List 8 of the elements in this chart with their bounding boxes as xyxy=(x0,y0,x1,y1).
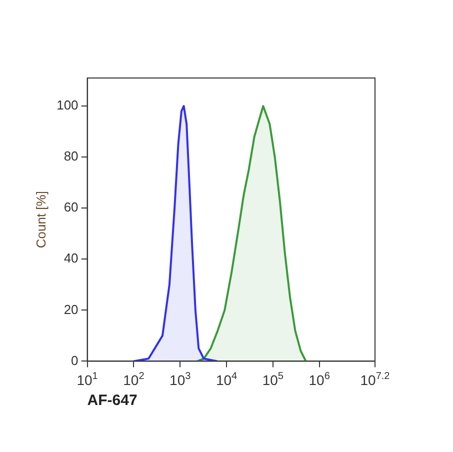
y-axis-title: Count [%] xyxy=(33,191,48,248)
y-tick-label: 0 xyxy=(71,352,78,368)
x-axis-title: AF-647 xyxy=(87,392,138,410)
y-tick-label: 60 xyxy=(64,200,78,215)
y-tick-label: 100 xyxy=(56,98,78,113)
y-tick-label: 20 xyxy=(64,302,78,317)
y-tick-label: 80 xyxy=(64,148,78,164)
y-tick-label: 40 xyxy=(64,250,78,266)
